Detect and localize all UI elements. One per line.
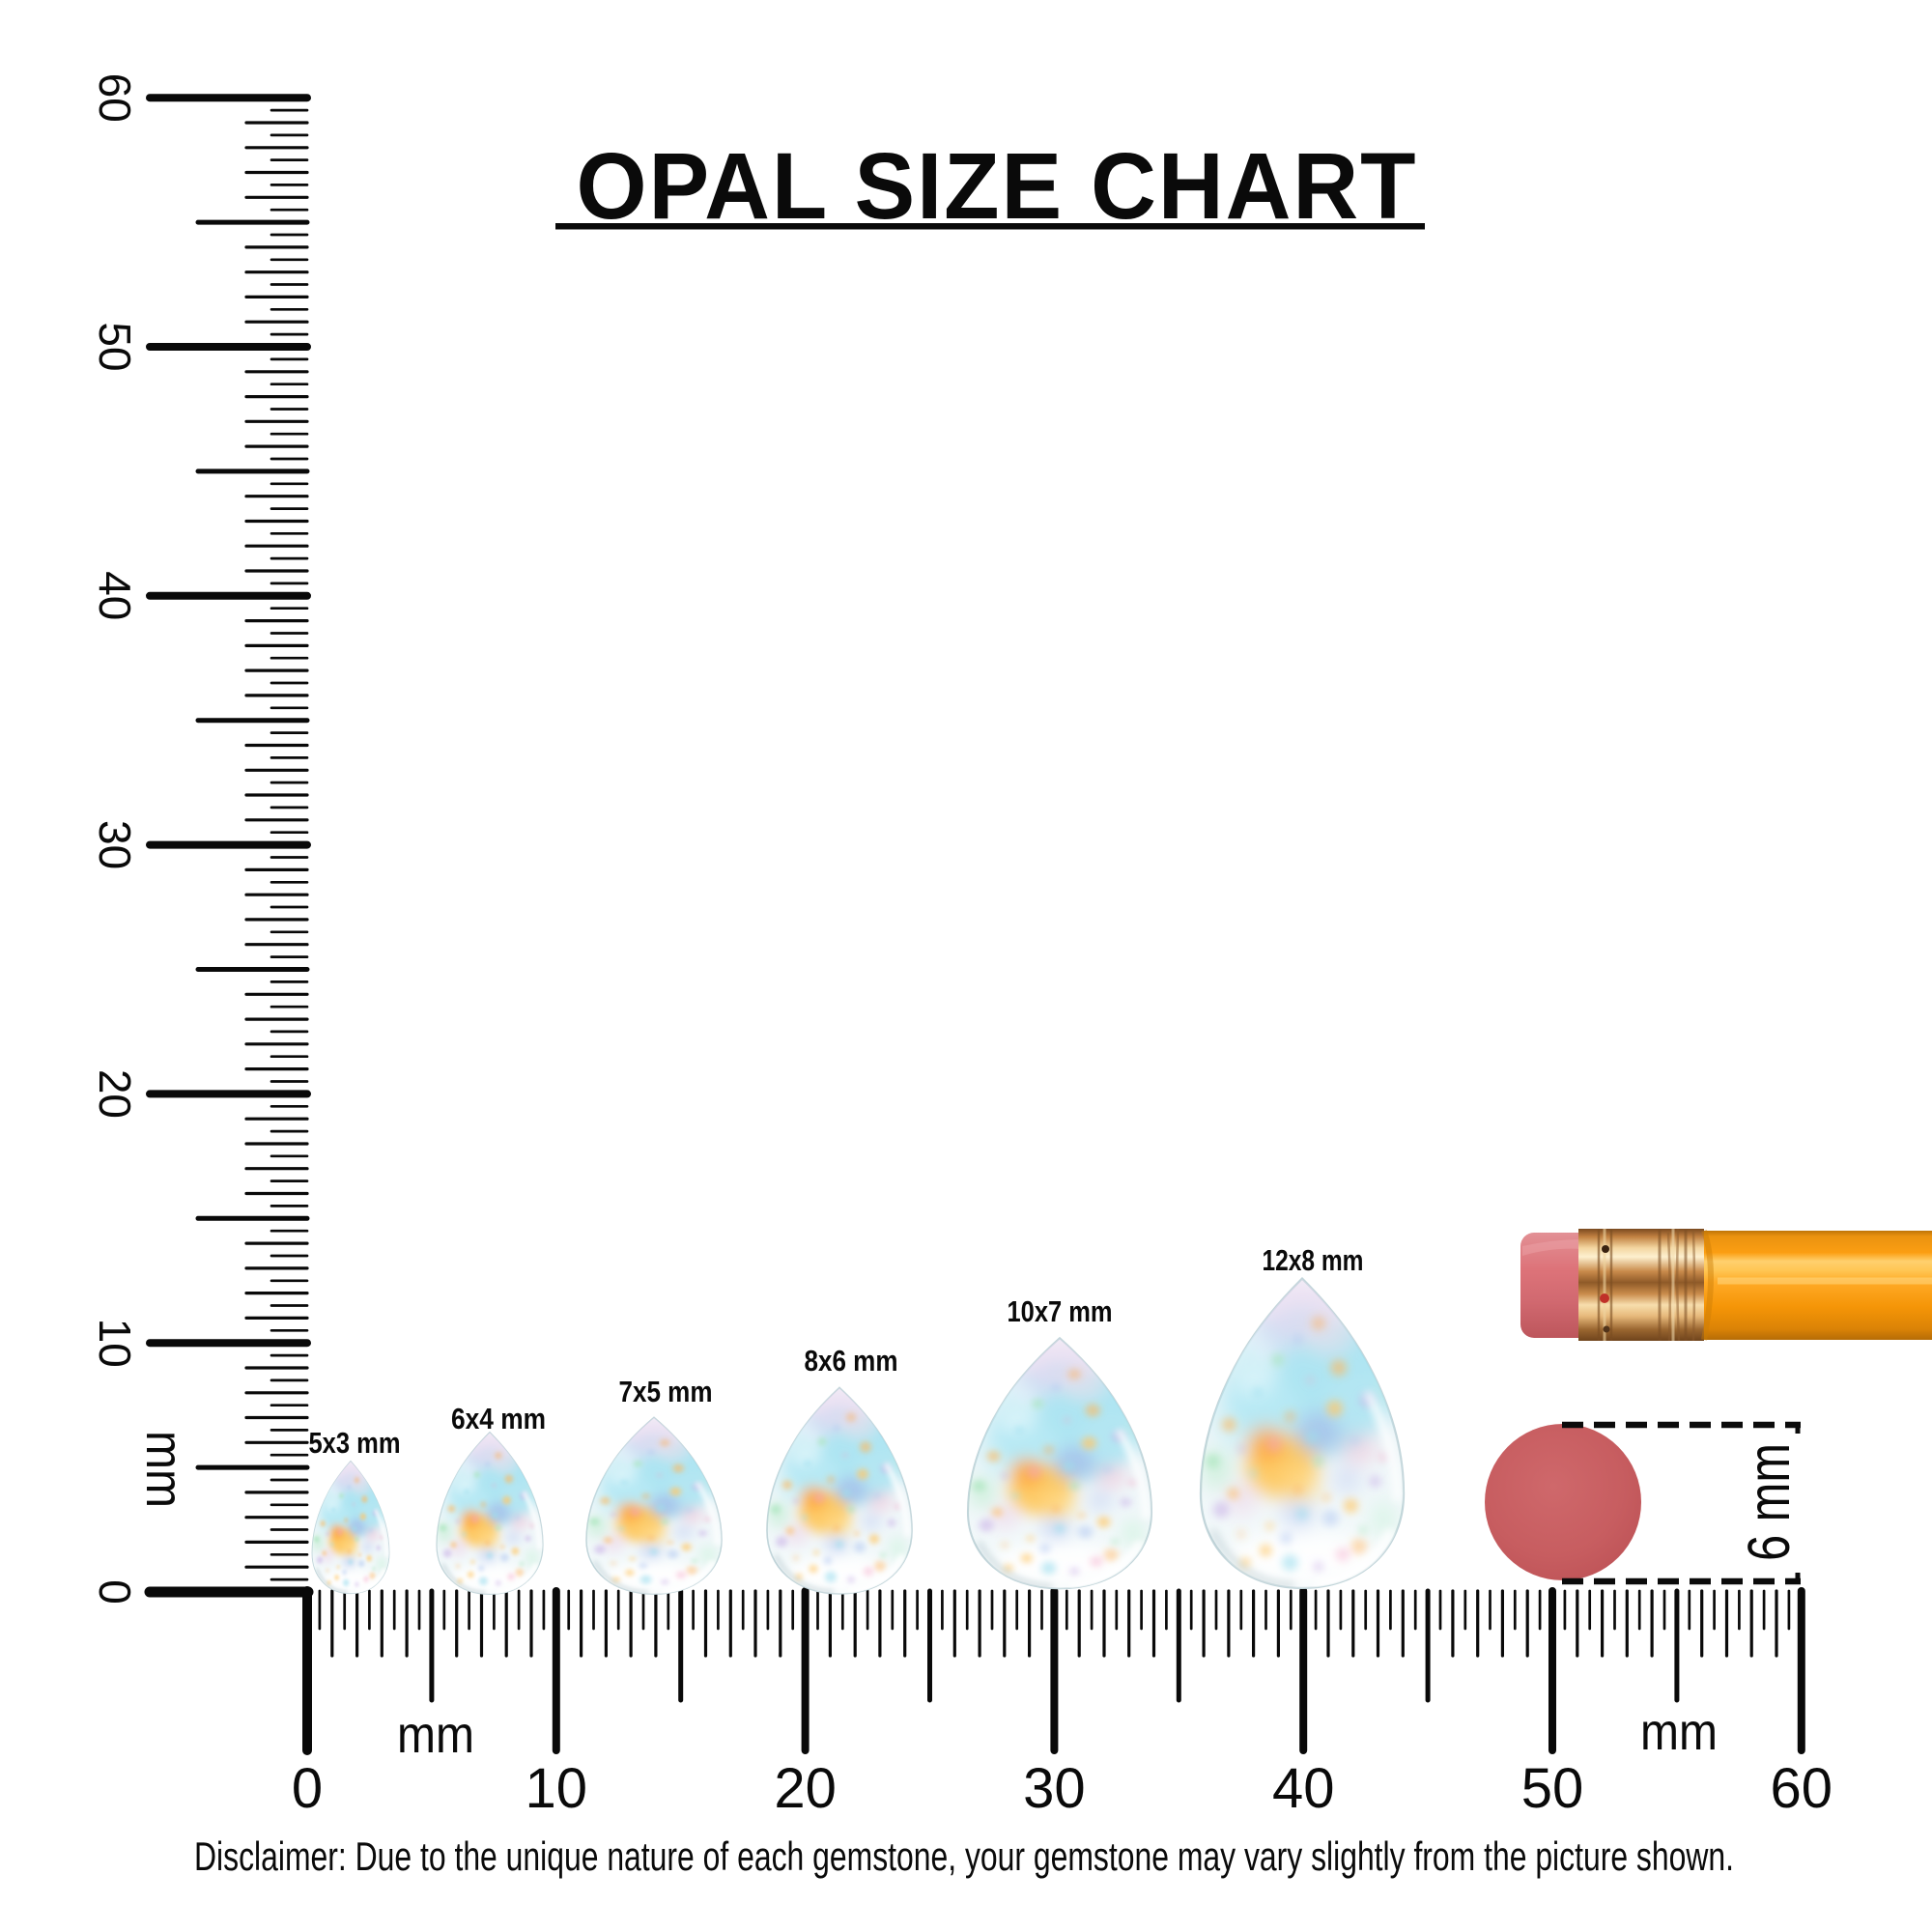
svg-text:40: 40 bbox=[90, 571, 140, 620]
svg-text:30: 30 bbox=[1023, 1757, 1086, 1820]
svg-text:10x7 mm: 10x7 mm bbox=[1008, 1294, 1113, 1328]
svg-text:7x5 mm: 7x5 mm bbox=[619, 1375, 713, 1408]
svg-text:Disclaimer: Due to the unique: Disclaimer: Due to the unique nature of … bbox=[194, 1833, 1734, 1879]
svg-text:0: 0 bbox=[292, 1757, 323, 1820]
svg-text:5x3 mm: 5x3 mm bbox=[309, 1426, 401, 1460]
svg-text:mm: mm bbox=[397, 1706, 474, 1764]
svg-text:60: 60 bbox=[90, 73, 140, 123]
svg-text:50: 50 bbox=[1521, 1757, 1584, 1820]
svg-text:30: 30 bbox=[90, 820, 140, 869]
svg-text:10: 10 bbox=[90, 1319, 140, 1368]
svg-text:10: 10 bbox=[526, 1757, 588, 1820]
svg-text:20: 20 bbox=[90, 1069, 140, 1119]
svg-text:20: 20 bbox=[774, 1757, 837, 1820]
svg-text:0: 0 bbox=[90, 1579, 140, 1605]
svg-text:6 mm: 6 mm bbox=[1736, 1443, 1802, 1561]
svg-text:6x4 mm: 6x4 mm bbox=[451, 1402, 546, 1435]
svg-text:12x8 mm: 12x8 mm bbox=[1263, 1243, 1364, 1277]
svg-text:mm: mm bbox=[1640, 1703, 1718, 1761]
svg-text:50: 50 bbox=[90, 322, 140, 371]
svg-text:OPAL SIZE CHART: OPAL SIZE CHART bbox=[577, 133, 1418, 239]
svg-text:60: 60 bbox=[1771, 1757, 1833, 1820]
svg-text:8x6 mm: 8x6 mm bbox=[805, 1344, 898, 1378]
svg-text:mm: mm bbox=[135, 1431, 193, 1508]
svg-text:40: 40 bbox=[1272, 1757, 1335, 1820]
